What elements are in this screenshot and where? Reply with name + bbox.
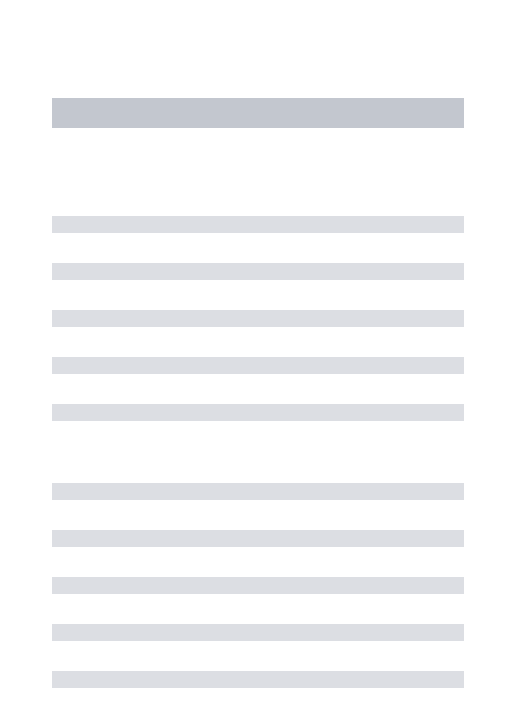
text-line-placeholder	[52, 357, 464, 374]
text-line-placeholder	[52, 216, 464, 233]
document-skeleton	[0, 0, 516, 688]
title-placeholder	[52, 98, 464, 128]
text-line-placeholder	[52, 483, 464, 500]
text-line-placeholder	[52, 577, 464, 594]
text-line-placeholder	[52, 671, 464, 688]
text-line-placeholder	[52, 263, 464, 280]
text-line-placeholder	[52, 530, 464, 547]
text-line-placeholder	[52, 624, 464, 641]
text-line-placeholder	[52, 404, 464, 421]
text-line-placeholder	[52, 310, 464, 327]
